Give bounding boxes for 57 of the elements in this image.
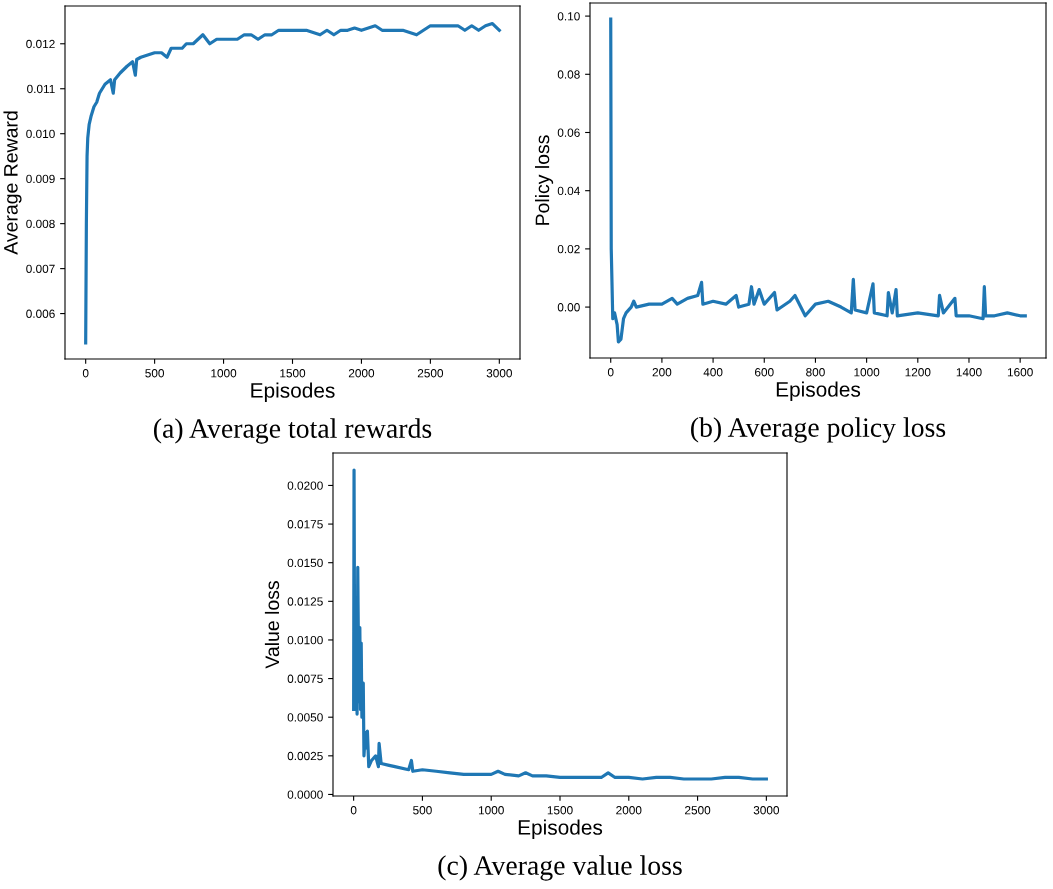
x-tick-label: 0	[82, 369, 89, 378]
y-axis-title: Average Reward	[3, 111, 22, 255]
y-tick-label: 0.008	[26, 219, 55, 229]
y-tick-label: 0.0050	[287, 713, 323, 722]
x-tick-label: 1500	[547, 806, 573, 815]
x-axis-title: Episodes	[251, 382, 335, 402]
x-tick-label: 400	[703, 368, 723, 377]
y-axis-title: Policy loss	[535, 135, 554, 225]
x-tick-label: 1500	[280, 369, 306, 378]
x-axis-title: Episodes	[776, 381, 861, 401]
y-tick-label: 0.011	[27, 84, 55, 94]
y-tick-label: 0.08	[557, 70, 580, 79]
x-tick-label: 2000	[348, 369, 375, 378]
y-tick-label: 0.04	[557, 186, 580, 196]
x-tick-label: 3000	[486, 369, 512, 378]
y-tick-label: 0.0200	[287, 481, 323, 490]
y-axis-title: Value loss	[264, 581, 280, 669]
y-tick-label: 0.0175	[287, 520, 323, 529]
x-tick-label: 2000	[616, 806, 642, 815]
y-tick-label: 0.0075	[287, 674, 323, 683]
y-tick-label: 0.0150	[287, 558, 323, 568]
y-tick-label: 0.0125	[287, 597, 323, 606]
line-series	[352, 468, 768, 781]
x-tick-label: 1000	[211, 369, 237, 378]
x-tick-label: 500	[145, 369, 165, 378]
text: (a) Average total rewards	[153, 418, 432, 444]
y-tick-label: 0.0025	[287, 751, 323, 761]
x-tick-label: 0	[607, 368, 614, 377]
x-tick-label: 800	[806, 368, 825, 377]
x-tick-label: 1000	[854, 368, 880, 377]
x-tick-label: 200	[652, 368, 672, 377]
x-tick-label: 1200	[905, 368, 931, 377]
x-tick-label: 1400	[956, 368, 982, 377]
y-tick-label: 0.00	[557, 303, 580, 312]
y-tick-label: 0.010	[26, 129, 55, 139]
y-tick-label: 0.06	[557, 128, 580, 137]
y-tick-label: 0.0000	[287, 790, 323, 799]
line-series	[84, 21, 501, 345]
y-tick-label: 0.009	[26, 174, 55, 184]
x-tick-label: 500	[413, 806, 432, 815]
x-axis-title: Episodes	[518, 819, 603, 839]
y-tick-label: 0.02	[557, 244, 580, 254]
text: (b) Average policy loss	[691, 417, 946, 443]
y-tick-label: 0.007	[26, 264, 55, 274]
x-tick-label: 0	[350, 806, 357, 815]
x-tick-label: 1600	[1007, 368, 1033, 377]
y-tick-label: 0.012	[26, 39, 55, 49]
y-tick-label: 0.006	[26, 309, 55, 318]
x-tick-label: 600	[755, 368, 774, 377]
x-tick-label: 2500	[417, 369, 444, 378]
text: (c) Average value loss	[438, 855, 682, 881]
line-series	[609, 17, 1027, 344]
x-tick-label: 1000	[478, 806, 504, 815]
y-tick-label: 0.0100	[287, 635, 323, 645]
x-tick-label: 3000	[753, 806, 780, 815]
y-tick-label: 0.10	[557, 12, 580, 21]
x-tick-label: 2500	[685, 806, 711, 815]
